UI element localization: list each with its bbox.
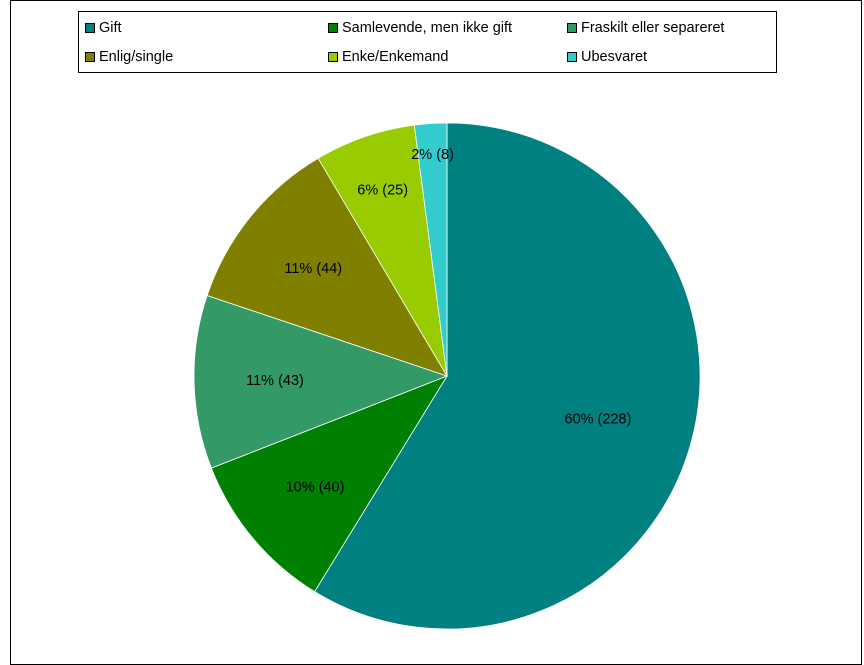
legend-swatch-enlig [85,52,95,62]
legend-item-enke: Enke/Enkemand [328,47,448,67]
legend-swatch-gift [85,23,95,33]
pie-slice-gift [314,122,701,630]
data-label-enke: 6% (25) [357,182,408,198]
legend-item-fraskilt: Fraskilt eller separeret [567,18,724,38]
legend-label-gift: Gift [99,20,122,36]
data-label-enlig: 11% (44) [284,261,342,277]
pie-slice-fraskilt [193,294,449,469]
data-label-ubesvaret: 2% (8) [411,147,454,163]
legend-swatch-ubesvaret [567,52,577,62]
legend-item-gift: Gift [85,18,122,38]
legend-item-enlig: Enlig/single [85,47,173,67]
pie-slice-samlevende [210,375,448,593]
legend-label-enlig: Enlig/single [99,49,174,65]
pie-slice-enlig [206,157,448,377]
legend-label-samlevende: Samlevende, men ikke gift [342,20,513,36]
legend: Gift Samlevende, men ikke gift Fraskilt … [78,11,777,73]
data-label-samlevende: 10% (40) [286,479,345,495]
legend-label-fraskilt: Fraskilt eller separeret [581,20,725,36]
legend-item-samlevende: Samlevende, men ikke gift [328,18,512,38]
legend-swatch-samlevende [328,23,338,33]
legend-label-enke: Enke/Enkemand [342,49,449,65]
legend-swatch-fraskilt [567,23,577,33]
pie-slice-ubesvaret [413,122,448,377]
legend-swatch-enke [328,52,338,62]
legend-item-ubesvaret: Ubesvaret [567,47,647,67]
data-label-gift: 60% (228) [565,412,632,428]
legend-label-ubesvaret: Ubesvaret [581,49,648,65]
data-label-fraskilt: 11% (43) [246,373,304,389]
